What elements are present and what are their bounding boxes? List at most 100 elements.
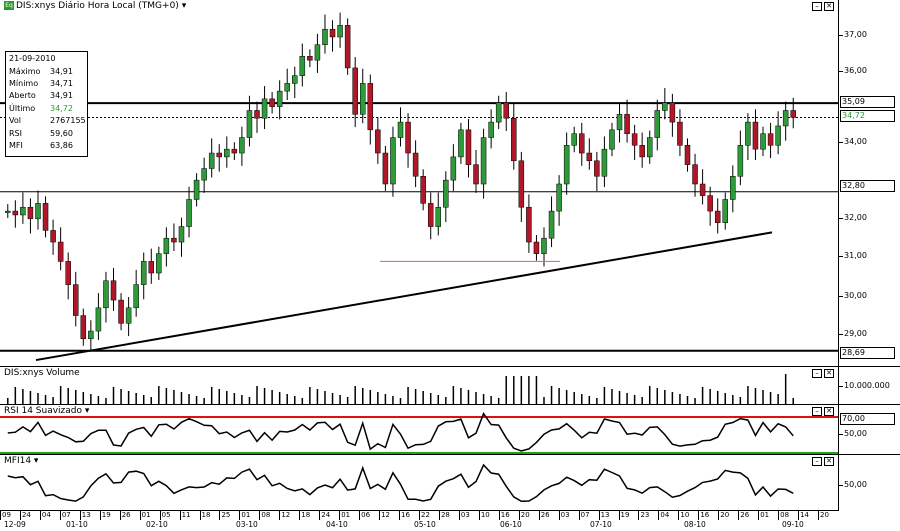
day-tick: 26	[538, 511, 559, 520]
candle-body	[276, 90, 283, 107]
day-tick: 24	[19, 511, 40, 520]
candle-body	[752, 121, 759, 150]
rsi-chart	[0, 412, 838, 454]
candle-body	[208, 152, 215, 169]
candle-body	[654, 110, 661, 138]
candle-body	[458, 129, 464, 158]
candle-body	[730, 176, 736, 200]
day-tick: 16	[698, 511, 718, 520]
info-row: Último 34,72	[9, 104, 73, 113]
mfi-window-buttons: – ✕	[810, 456, 834, 466]
close-button[interactable]: ✕	[824, 407, 834, 416]
mfi-plot-area[interactable]: MFI14 ▾ – ✕	[0, 455, 839, 511]
candle-body	[50, 230, 56, 243]
date-axis[interactable]: 09 24 04 07 13 19 26 01 05 11 18 25 01 08 12 18 24 01 06 12…	[0, 510, 838, 531]
month-label: 09-10	[782, 520, 804, 529]
close-button[interactable]: ✕	[824, 457, 834, 466]
candle-body	[337, 25, 343, 38]
close-button[interactable]: ✕	[824, 369, 834, 378]
candle-body	[156, 253, 162, 274]
candle-body	[322, 28, 328, 45]
price-chart	[0, 12, 838, 362]
candle-body	[110, 280, 117, 301]
y-tick: 50,00	[844, 480, 867, 489]
month-label: 05-10	[414, 520, 436, 529]
candle-body	[556, 183, 562, 212]
equity-badge: Eq	[4, 1, 14, 10]
day-tick: 08	[778, 511, 798, 520]
day-tick: 28	[438, 511, 459, 520]
rsi-title: RSI 14 Suavizado ▾	[4, 406, 90, 416]
volume-plot-area[interactable]: DIS:xnys Volume – ✕	[0, 367, 839, 405]
day-tick: 13	[79, 511, 100, 520]
day-tick: 16	[498, 511, 519, 520]
day-tick: 20	[718, 511, 738, 520]
y-tick: 10.000.000	[844, 381, 890, 390]
month-label: 03-10	[236, 520, 258, 529]
candle-body	[292, 75, 298, 84]
candle-body	[412, 152, 419, 177]
y-tick: 34,00	[844, 137, 867, 146]
minimize-button[interactable]: –	[812, 369, 822, 378]
candle-body	[103, 280, 109, 309]
day-tick: 10	[678, 511, 698, 520]
candle-body	[609, 129, 615, 150]
y-tick: 50,00	[844, 429, 867, 438]
minimize-button[interactable]: –	[812, 2, 822, 11]
candle-body	[473, 164, 479, 185]
month-label: 01-10	[66, 520, 88, 529]
chart-title: Eq DIS:xnys Diário Hora Local (TMG+0) ▾	[4, 1, 186, 11]
candle-body	[329, 28, 336, 38]
candle-body	[35, 203, 41, 220]
candle-body	[42, 203, 49, 231]
minimize-button[interactable]: –	[812, 457, 822, 466]
price-label-support-mid: 32,80	[840, 180, 895, 192]
candle-body	[594, 160, 600, 177]
y-tick: 30,00	[844, 291, 867, 300]
day-tick: 22	[419, 511, 439, 520]
candle-body	[488, 121, 494, 138]
candle-body	[133, 284, 139, 309]
day-tick: 01	[758, 511, 778, 520]
month-label: 08-10	[684, 520, 706, 529]
candle-body	[526, 206, 532, 243]
candle-body	[737, 145, 744, 177]
day-tick: 11	[179, 511, 200, 520]
price-scale[interactable]: 37,00 36,00 34,00 32,00 31,00 30,00 29,0…	[838, 0, 900, 366]
candle-body	[760, 133, 766, 150]
candle-body	[616, 114, 623, 131]
day-tick: 18	[299, 511, 319, 520]
ascending-trendline	[35, 231, 773, 362]
candle-body	[140, 261, 147, 285]
candle-body	[548, 210, 555, 239]
candle-body	[390, 137, 396, 185]
candle-body	[624, 114, 630, 134]
candle-body	[692, 164, 698, 185]
month-label: 12-09	[4, 520, 26, 529]
candle-body	[201, 168, 207, 181]
y-tick: 31,00	[844, 251, 867, 260]
chevron-down-icon[interactable]: ▾	[181, 1, 187, 11]
minimize-button[interactable]: –	[812, 407, 822, 416]
close-button[interactable]: ✕	[824, 2, 834, 11]
mfi-panel: MFI14 ▾ – ✕ 50,00	[0, 454, 900, 511]
candle-body	[5, 210, 11, 213]
candle-body	[118, 299, 124, 324]
rsi-plot-area[interactable]: RSI 14 Suavizado ▾ – ✕	[0, 405, 839, 455]
rsi-panel: RSI 14 Suavizado ▾ – ✕ 70,00 50,00	[0, 404, 900, 455]
candle-body	[261, 98, 268, 119]
candle-body	[646, 137, 653, 158]
price-plot-area[interactable]: Eq DIS:xnys Diário Hora Local (TMG+0) ▾ –…	[0, 0, 839, 366]
candle-body	[722, 199, 729, 223]
mfi-scale: 50,00	[838, 455, 900, 511]
y-tick: 32,00	[844, 213, 867, 222]
candle-body	[397, 121, 404, 138]
candle-body	[503, 102, 509, 119]
candle-body	[714, 210, 721, 223]
month-label: 04-10	[326, 520, 348, 529]
candle-body	[707, 195, 713, 212]
candle-body	[27, 206, 34, 220]
y-tick: 36,00	[844, 66, 867, 75]
day-tick: 01	[339, 511, 359, 520]
mfi-line	[7, 463, 794, 503]
